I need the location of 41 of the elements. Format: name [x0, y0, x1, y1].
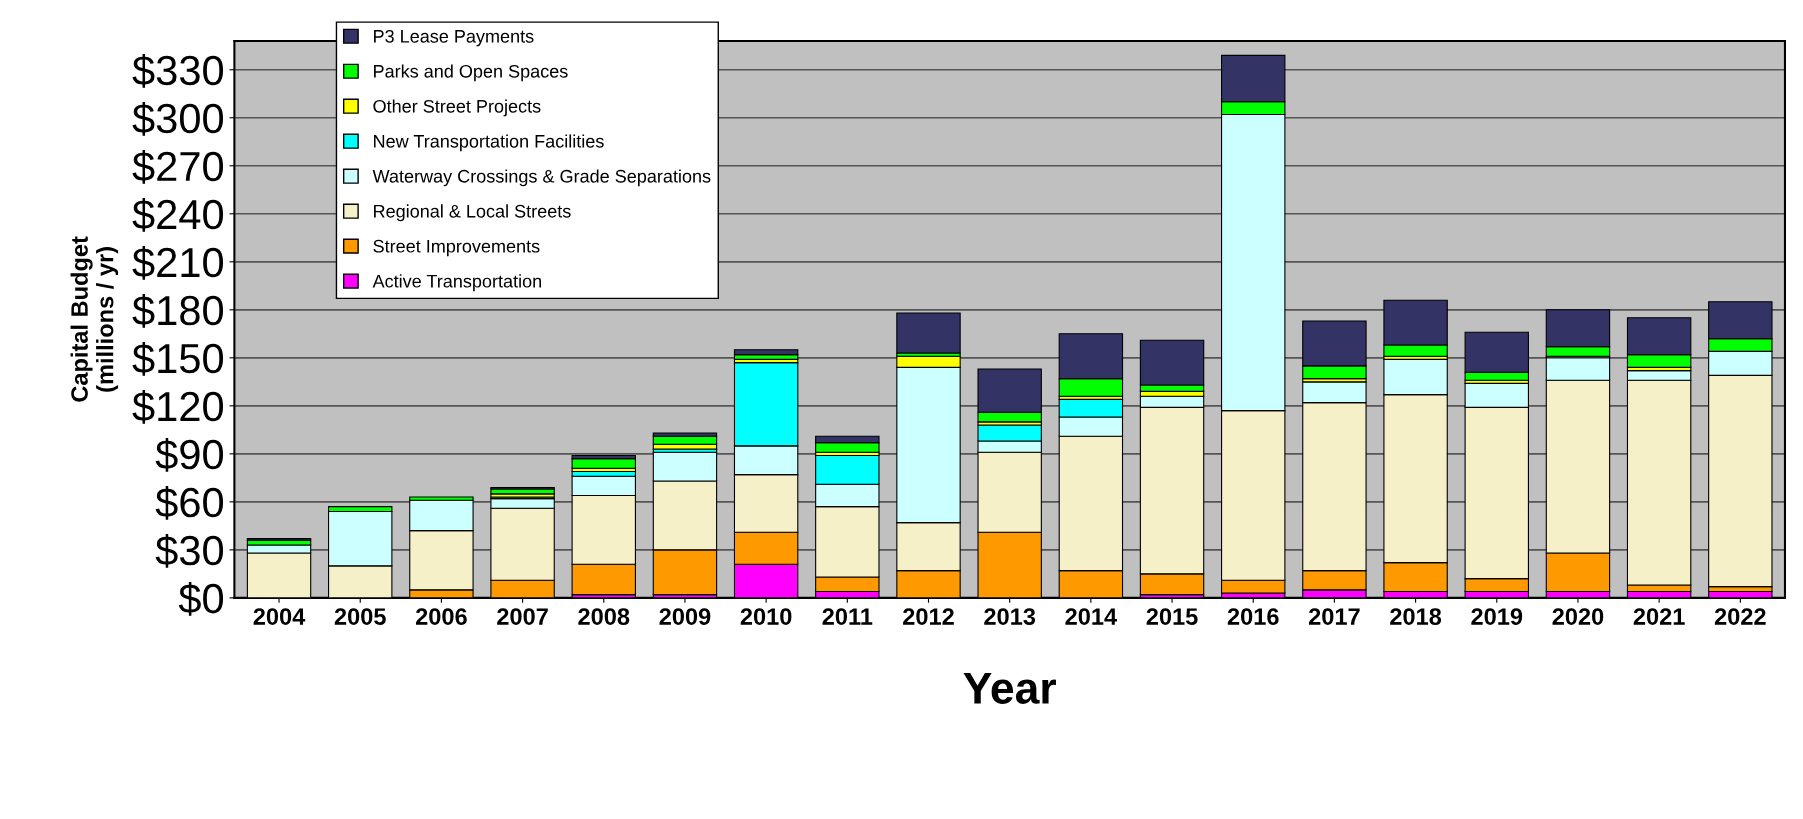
- y-tick-label: $300: [132, 102, 224, 136]
- y-tick-label: $240: [132, 198, 224, 232]
- y-tick-label: $210: [132, 246, 224, 280]
- legend-label: Waterway Crossings & Grade Separations: [372, 169, 711, 187]
- y-axis-title: Capital Budget (millions / yr): [70, 236, 119, 402]
- x-tick-label: 2017: [1308, 608, 1360, 625]
- x-tick-label: 2008: [578, 608, 630, 625]
- x-tick-label: 2014: [1065, 608, 1117, 625]
- x-tick-label: 2015: [1146, 608, 1198, 625]
- y-tick-label: $270: [132, 150, 224, 184]
- x-tick-label: 2022: [1714, 608, 1766, 625]
- x-tick-label: 2018: [1390, 608, 1442, 625]
- legend-label: New Transportation Facilities: [374, 134, 604, 152]
- y-tick-label: $0: [178, 582, 224, 616]
- x-tick-label: 2006: [415, 608, 467, 625]
- x-tick-label: 2013: [984, 608, 1036, 625]
- legend-label: Parks and Open Spaces: [374, 64, 568, 82]
- x-tick-label: 2009: [659, 608, 711, 625]
- legend-label: P3 Lease Payments: [374, 29, 534, 47]
- y-tick-label: $120: [132, 390, 224, 424]
- x-tick-label: 2005: [334, 608, 386, 625]
- x-tick-label: 2011: [822, 608, 873, 625]
- x-axis-title: Year: [963, 672, 1056, 704]
- y-tick-label: $330: [132, 54, 224, 88]
- legend-label: Regional & Local Streets: [374, 204, 571, 222]
- x-tick-label: 2016: [1227, 608, 1279, 625]
- x-tick-label: 2004: [253, 608, 306, 625]
- y-tick-label: $180: [132, 294, 224, 328]
- y-tick-label: $90: [155, 438, 224, 472]
- legend-label: Active Transportation: [372, 274, 541, 292]
- x-tick-label: 2021: [1633, 608, 1685, 625]
- x-tick-label: 2007: [497, 608, 548, 625]
- y-tick-label: $150: [132, 342, 224, 376]
- y-tick-label: $30: [155, 534, 224, 568]
- legend-label: Street Improvements: [373, 239, 540, 257]
- legend-label: Other Street Projects: [373, 99, 541, 117]
- x-tick-label: 2012: [903, 608, 954, 625]
- y-tick-label: $60: [155, 486, 224, 520]
- x-tick-label: 2010: [740, 608, 792, 625]
- x-tick-label: 2019: [1471, 608, 1523, 625]
- x-tick-label: 2020: [1552, 608, 1604, 625]
